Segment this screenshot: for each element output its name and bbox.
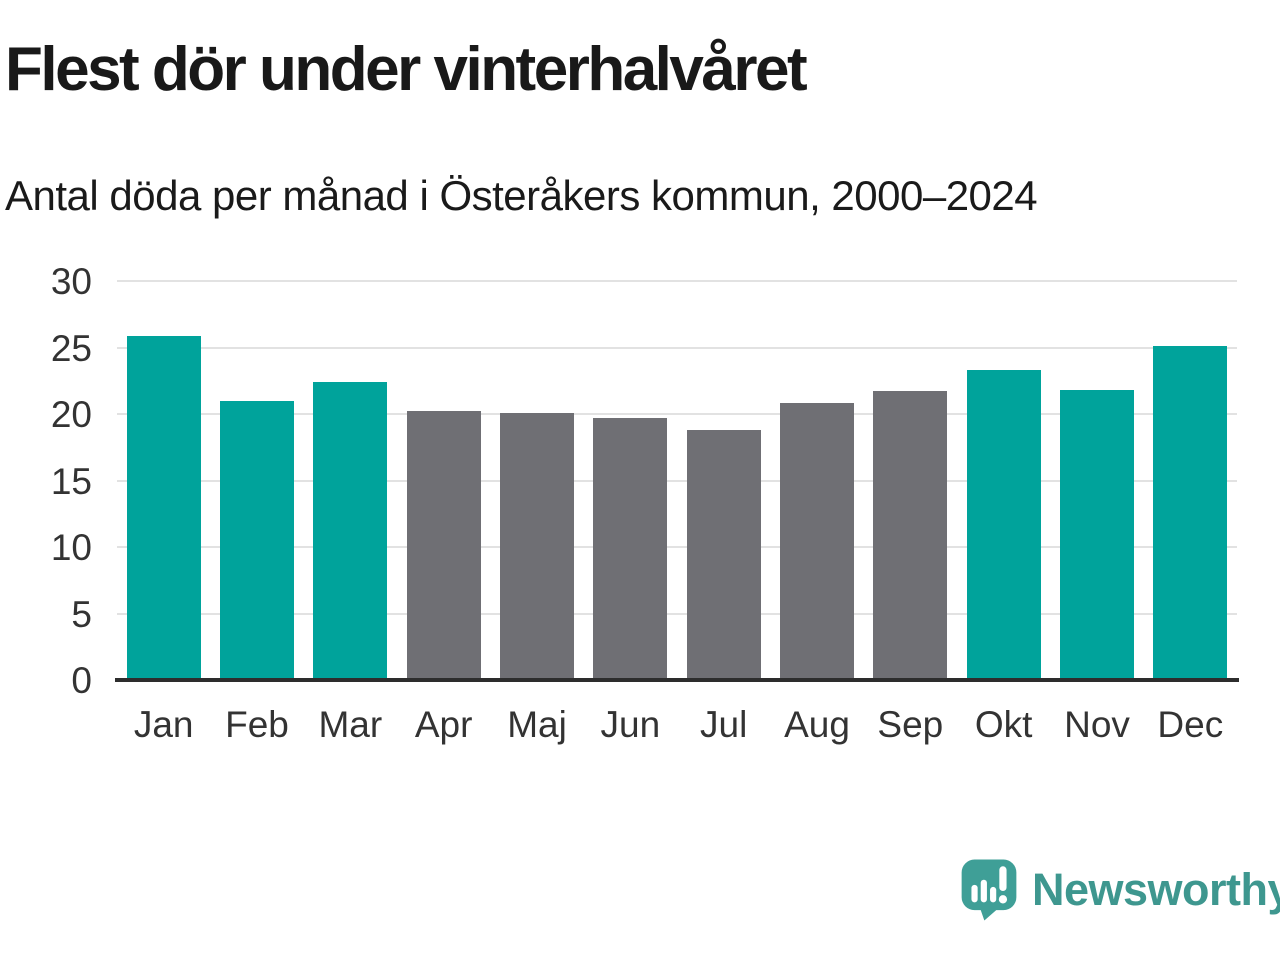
bar-feb <box>220 400 294 680</box>
bar-sep <box>873 391 948 680</box>
bar-apr <box>406 411 481 680</box>
newsworthy-speech-bubble-bar-chart-icon <box>961 859 1017 921</box>
x-tick-label-jan: Jan <box>133 704 194 745</box>
y-tick-label-0: 0 <box>71 660 92 701</box>
gridline-y-20 <box>117 413 1237 415</box>
x-tick-label-sep: Sep <box>877 704 944 745</box>
newsworthy-logo: Newsworthy <box>960 858 1280 921</box>
gridline-y-30 <box>117 280 1237 282</box>
x-tick-label-aug: Aug <box>784 704 850 745</box>
bar-nov <box>1060 390 1134 680</box>
x-tick-label-jun: Jun <box>600 704 661 745</box>
x-tick-label-apr: Apr <box>414 704 473 745</box>
y-tick-label-5: 5 <box>71 593 92 635</box>
y-tick-label-15: 15 <box>50 460 92 502</box>
x-axis-baseline <box>115 678 1239 682</box>
x-tick-label-dec: Dec <box>1157 704 1224 745</box>
bar-dec <box>1153 346 1228 680</box>
y-tick-label-20: 20 <box>50 394 92 435</box>
bar-mar <box>313 382 388 680</box>
chart-title: Flest dör under vinterhalvåret <box>5 35 808 104</box>
newsworthy-logo-text: Newsworthy <box>1032 863 1280 915</box>
x-tick-label-okt: Okt <box>974 704 1033 745</box>
x-tick-label-mar: Mar <box>318 704 383 745</box>
chart-subtitle: Antal döda per månad i Österåkers kommun… <box>5 172 1038 219</box>
gridline-y-5 <box>117 612 1237 615</box>
gridline-y-25 <box>117 346 1237 349</box>
y-tick-label-10: 10 <box>50 527 92 568</box>
bar-jun <box>593 417 668 680</box>
x-tick-label-nov: Nov <box>1064 704 1130 745</box>
x-tick-label-maj: Maj <box>507 704 567 745</box>
y-tick-label-30: 30 <box>50 261 92 302</box>
bar-okt <box>966 370 1041 680</box>
x-tick-label-feb: Feb <box>225 704 289 745</box>
x-tick-label-jul: Jul <box>700 704 748 745</box>
bar-jan <box>126 335 201 680</box>
gridline-y-15 <box>117 479 1237 482</box>
gridline-y-10 <box>117 546 1237 548</box>
bar-jul <box>686 429 761 680</box>
bar-aug <box>780 403 854 680</box>
y-tick-label-25: 25 <box>50 327 92 369</box>
bar-maj <box>500 412 574 680</box>
